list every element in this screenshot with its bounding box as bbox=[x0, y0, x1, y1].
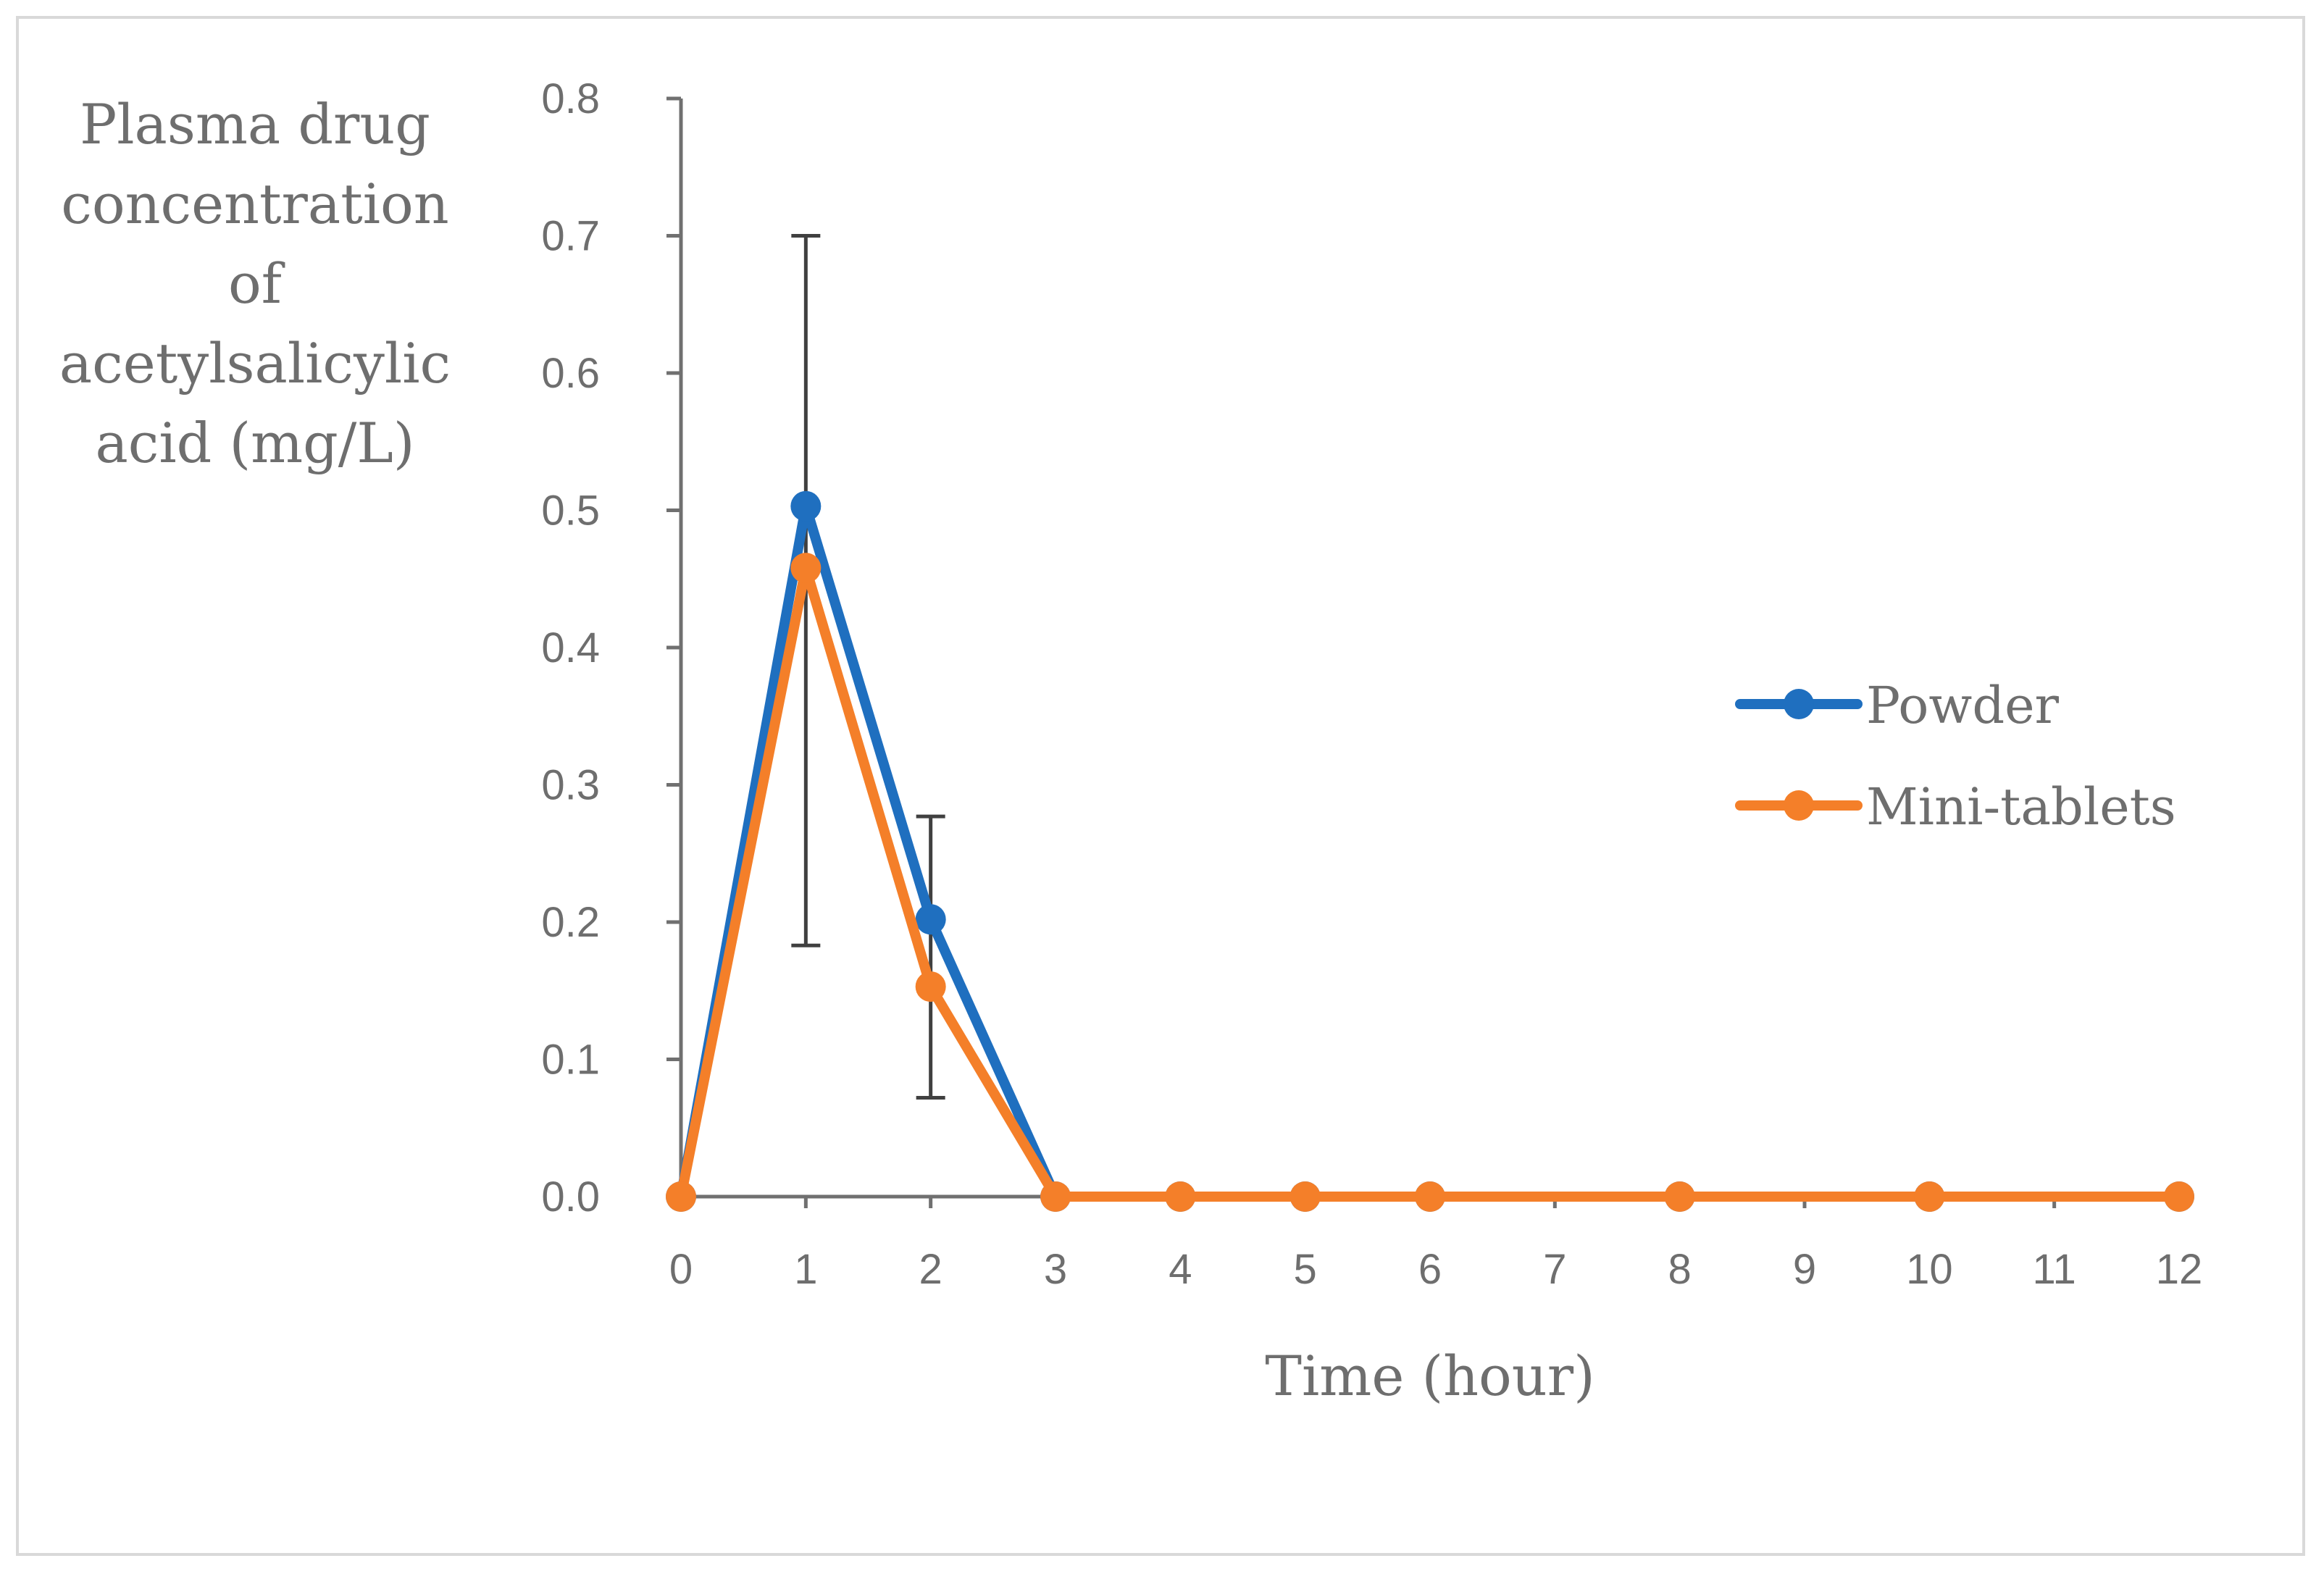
legend-label-mini-tablets: Mini-tablets bbox=[1866, 777, 2176, 837]
y-tick-label: 0.7 bbox=[541, 213, 600, 260]
data-point-mini-tablets bbox=[1040, 1181, 1071, 1212]
data-point-mini-tablets bbox=[1914, 1181, 1945, 1212]
data-point-powder bbox=[790, 490, 822, 522]
x-tick-label: 5 bbox=[1294, 1246, 1317, 1293]
data-point-mini-tablets bbox=[1415, 1181, 1445, 1212]
x-tick-label: 1 bbox=[794, 1246, 817, 1293]
data-point-mini-tablets bbox=[1165, 1181, 1196, 1212]
axes: 0.00.10.20.30.40.50.60.70.80 1 2 3 4 5 6 7 8 9 10 1… bbox=[541, 75, 2202, 1293]
legend-label-powder: Powder bbox=[1866, 676, 2060, 735]
data-point-mini-tablets bbox=[2164, 1181, 2194, 1212]
y-tick-label: 0.2 bbox=[541, 899, 600, 946]
y-axis-title-line: concentration bbox=[61, 172, 449, 236]
y-tick-label: 0.5 bbox=[541, 487, 600, 535]
legend: Powder Mini-tablets bbox=[1735, 676, 2176, 837]
series-line-powder bbox=[676, 501, 2184, 1202]
y-tick-label: 0.8 bbox=[541, 75, 600, 122]
legend-marker-mini-tablets bbox=[1784, 790, 1814, 821]
x-tick-label: 12 bbox=[2156, 1246, 2203, 1293]
y-axis-title-line: Plasma drug bbox=[80, 92, 430, 156]
data-point-mini-tablets bbox=[790, 553, 822, 584]
chart-frame: Plasma drug concentration of acetylsalicyli… bbox=[16, 16, 2305, 1556]
y-tick-label: 0.4 bbox=[541, 624, 600, 671]
data-point-mini-tablets bbox=[1290, 1181, 1321, 1212]
x-tick-label: 3 bbox=[1044, 1246, 1067, 1293]
x-tick-label: 8 bbox=[1668, 1246, 1692, 1293]
x-tick-label: 9 bbox=[1793, 1246, 1816, 1293]
x-tick-label: 11 bbox=[2033, 1246, 2076, 1293]
legend-marker-powder bbox=[1784, 689, 1814, 719]
y-axis-title: Plasma drug concentration of acetylsalicyli… bbox=[59, 92, 451, 475]
y-tick-label: 0.3 bbox=[541, 762, 600, 809]
data-point-mini-tablets bbox=[1664, 1181, 1695, 1212]
data-point-mini-tablets bbox=[666, 1181, 696, 1212]
y-tick-label: 0.0 bbox=[541, 1173, 600, 1221]
series-line-mini-tablets bbox=[676, 563, 2184, 1202]
y-axis-title-line: acid (mg/L) bbox=[95, 411, 414, 475]
x-tick-label: 4 bbox=[1169, 1246, 1192, 1293]
data-point-powder bbox=[915, 904, 946, 935]
x-tick-label: 0 bbox=[669, 1246, 693, 1293]
x-axis-title: Time (hour) bbox=[1265, 1344, 1594, 1408]
x-tick-label: 10 bbox=[1906, 1246, 1953, 1293]
y-axis-title-line: of bbox=[228, 251, 285, 316]
x-tick-label: 7 bbox=[1543, 1246, 1566, 1293]
y-axis-title-line: acetylsalicylic bbox=[59, 331, 451, 395]
x-tick-label: 2 bbox=[919, 1246, 942, 1293]
series-layer bbox=[666, 490, 2194, 1212]
y-tick-label: 0.6 bbox=[541, 350, 600, 397]
x-tick-label: 6 bbox=[1418, 1246, 1442, 1293]
chart-svg: Plasma drug concentration of acetylsalicyli… bbox=[59, 75, 2202, 1408]
data-point-mini-tablets bbox=[915, 971, 946, 1002]
y-tick-label: 0.1 bbox=[541, 1037, 600, 1084]
